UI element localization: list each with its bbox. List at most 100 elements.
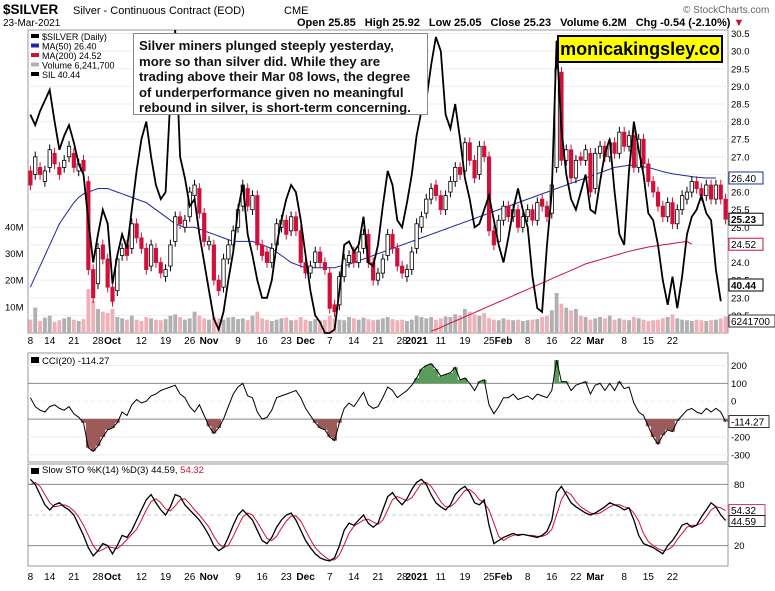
- candle-body: [419, 216, 424, 228]
- volume-bar: [458, 315, 462, 333]
- volume-bar: [434, 319, 438, 333]
- volume-bar: [342, 320, 347, 333]
- candle-body: [110, 286, 115, 302]
- candle: [404, 264, 410, 282]
- candle-body: [216, 279, 221, 292]
- value-tag-label: 40.44: [731, 281, 756, 292]
- volume-bar: [598, 317, 602, 333]
- volume-bar: [477, 315, 482, 333]
- candle: [95, 243, 101, 289]
- candle-body: [588, 152, 593, 193]
- value-tag-label: 26.40: [731, 174, 756, 185]
- candle: [583, 144, 588, 166]
- x-tick-label-top: 28: [397, 336, 409, 347]
- candle-body: [400, 265, 405, 274]
- candle: [689, 176, 694, 198]
- candle: [356, 246, 361, 268]
- candle-body: [569, 149, 574, 179]
- candle-body: [520, 216, 525, 228]
- price-tick-label: 25.5: [731, 205, 750, 216]
- candle: [163, 264, 168, 282]
- candle-body: [429, 188, 434, 200]
- legend-label: MA(200) 24.52: [42, 51, 102, 61]
- volume-bar: [289, 320, 294, 333]
- x-tick-label-top: 7: [327, 336, 333, 347]
- volume-bar: [91, 301, 96, 333]
- price-tick-label: 25.0: [731, 223, 750, 234]
- volume-bar: [670, 314, 675, 333]
- price-tick-label: 23.0: [731, 293, 750, 304]
- legend-label: $SILVER (Daily): [42, 32, 107, 42]
- candle: [284, 214, 289, 240]
- x-tick-label-top: Oct: [104, 336, 121, 347]
- exchange-label: CME: [284, 5, 308, 17]
- candle: [37, 162, 43, 180]
- candle: [438, 190, 443, 215]
- volume-bar: [221, 319, 226, 333]
- candle: [723, 193, 728, 225]
- volume-bar: [694, 319, 699, 333]
- candle-body: [665, 202, 670, 218]
- candle-body: [57, 167, 62, 175]
- x-tick-label-top: 11: [436, 336, 447, 347]
- candle-body: [530, 209, 535, 221]
- candle: [264, 246, 270, 268]
- candle: [515, 204, 521, 233]
- price-tick-label: 30.0: [731, 47, 750, 58]
- candle-body: [380, 258, 385, 274]
- candle: [177, 211, 183, 230]
- candle-body: [33, 156, 38, 175]
- x-tick-label-bottom: 22: [667, 572, 679, 583]
- candle-body: [477, 145, 482, 175]
- candle-body: [467, 142, 472, 161]
- volume-bar: [501, 318, 506, 333]
- candle: [680, 190, 685, 215]
- volume-bar: [322, 319, 327, 333]
- volume-bar: [125, 319, 129, 333]
- candle-body: [226, 244, 231, 260]
- volume-bar: [144, 317, 149, 333]
- volume-bar: [612, 319, 617, 333]
- candle: [52, 148, 57, 170]
- x-tick-label-top: 21: [68, 336, 80, 347]
- x-tick-label-top: 14: [44, 336, 56, 347]
- x-tick-label-top: 15: [643, 336, 655, 347]
- volume-bar: [424, 318, 429, 333]
- candle-body: [81, 159, 86, 172]
- legend-swatch: [31, 53, 39, 57]
- candle-body: [317, 251, 323, 263]
- candle-body: [622, 131, 627, 147]
- volume-bar: [419, 317, 424, 333]
- candle: [332, 299, 337, 318]
- annotation-note: Silver miners plunged steeply yesterday,…: [133, 33, 428, 115]
- candle: [66, 140, 72, 163]
- volume-bar: [689, 321, 694, 333]
- candle-body: [525, 209, 530, 218]
- volume-bar: [197, 315, 202, 333]
- volume-bar: [62, 318, 67, 333]
- candle-body: [544, 205, 550, 218]
- x-tick-label-bottom: 28: [397, 572, 409, 583]
- volume-bar: [57, 320, 62, 333]
- stoch-legend-swatch: [31, 468, 39, 474]
- volume-bar: [627, 320, 631, 333]
- x-tick-label-top: 16: [546, 336, 558, 347]
- candle-body: [689, 181, 694, 193]
- stoch-k-line: [29, 478, 727, 562]
- x-tick-label-top: 14: [348, 336, 360, 347]
- candle: [100, 239, 105, 265]
- x-tick-label-bottom: Mar: [586, 572, 604, 583]
- price-tick-label: 29.0: [731, 82, 750, 93]
- candle: [395, 243, 400, 272]
- volume-bar: [540, 317, 545, 333]
- volume-bar: [38, 321, 42, 333]
- volume-bar: [472, 314, 477, 333]
- volume-bar: [347, 317, 351, 333]
- volume-bar: [578, 315, 583, 333]
- volume-bar: [294, 319, 298, 333]
- volume-bar: [356, 319, 361, 333]
- x-tick-label-bottom: 21: [68, 572, 80, 583]
- candle-body: [443, 195, 448, 211]
- cci-legend-swatch: [31, 357, 39, 363]
- candle-body: [709, 184, 714, 200]
